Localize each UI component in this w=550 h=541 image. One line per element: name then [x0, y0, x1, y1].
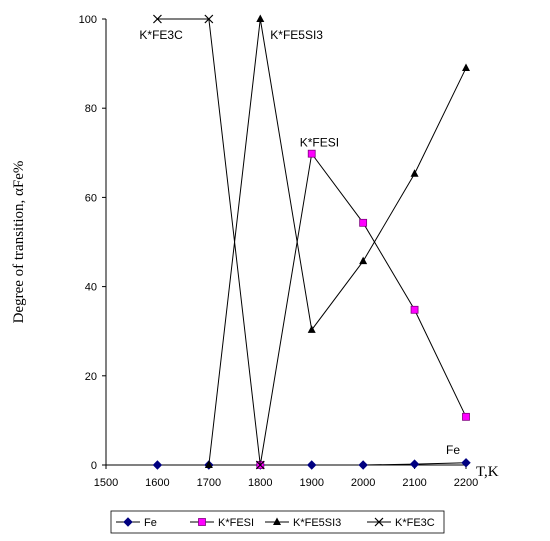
series-fe: [152, 458, 471, 470]
data-point-square: [462, 412, 470, 421]
data-point-triangle: [256, 14, 265, 22]
x-tick-label: 1800: [248, 477, 272, 489]
series-line: [208, 18, 467, 466]
data-point-square: [198, 518, 206, 526]
annotation-label: K*FESI: [300, 136, 339, 150]
data-point-triangle: [410, 169, 419, 177]
data-point-triangle: [462, 63, 470, 72]
y-tick-label: 20: [85, 371, 97, 383]
data-point-x: [374, 517, 384, 527]
y-tick-label: 60: [85, 192, 97, 204]
legend-item-fe: Fe: [116, 517, 157, 529]
series-k-fesi: [256, 149, 470, 469]
x-axis-title: T,K: [476, 464, 499, 480]
data-point-square: [359, 218, 368, 227]
data-point-diamond: [409, 459, 420, 469]
y-axis-title: Degree of transition, αFe%: [11, 161, 27, 324]
x-tick-label: 1900: [299, 477, 323, 489]
data-point-triangle: [307, 325, 316, 333]
x-tick-label: 2200: [454, 477, 478, 489]
series-line: [259, 152, 467, 466]
y-tick-label: 80: [85, 103, 97, 115]
y-tick-label: 40: [85, 282, 97, 294]
data-point-x: [204, 14, 214, 24]
x-tick-label: 2100: [402, 477, 426, 489]
legend-item-k-fesi: K*FESI: [190, 517, 254, 529]
annotation-label: K*FE3C: [139, 28, 183, 42]
data-point-triangle: [273, 517, 281, 525]
annotation-label: Fe: [446, 443, 460, 457]
data-point-x: [153, 14, 162, 24]
series-k-fe5si3: [204, 14, 470, 468]
x-tick-label: 2000: [351, 477, 375, 489]
x-tick-label: 1600: [145, 477, 169, 489]
data-point-triangle: [359, 256, 368, 265]
axes: 0 20 40 60 80 100 1500 1600 1700 1800 1900 2000 2100…: [79, 14, 479, 489]
legend: Fe K*FESI K*FE5SI3 K*FE3C: [110, 510, 445, 534]
legend-item-k-fe5si3: K*FE5SI3: [265, 517, 341, 529]
legend-label: K*FESI: [218, 517, 254, 529]
legend-item-k-fe3c: K*FE3C: [367, 517, 435, 529]
annotation-label: K*FE5SI3: [270, 28, 323, 42]
series-line: [157, 18, 261, 466]
data-point-diamond: [307, 460, 317, 470]
data-point-triangle: [204, 460, 213, 468]
legend-label: K*FE3C: [395, 517, 435, 529]
data-point-diamond: [358, 460, 368, 470]
series-k-fe3c: [153, 14, 265, 470]
data-point-x: [255, 460, 265, 470]
x-tick-label: 1700: [197, 477, 221, 489]
legend-label: Fe: [144, 517, 157, 529]
data-point-diamond: [461, 458, 471, 468]
series-layer: [152, 14, 471, 470]
annotation-layer: K*FE3C K*FE5SI3 K*FESI Fe: [139, 28, 460, 457]
x-tick-label: 1500: [94, 477, 118, 489]
data-point-diamond: [123, 517, 133, 527]
data-point-square: [410, 305, 419, 314]
legend-label: K*FE5SI3: [293, 517, 341, 529]
y-tick-label: 0: [91, 460, 97, 472]
data-point-square: [307, 149, 316, 158]
y-tick-label: 100: [79, 14, 97, 26]
data-point-diamond: [152, 460, 163, 470]
